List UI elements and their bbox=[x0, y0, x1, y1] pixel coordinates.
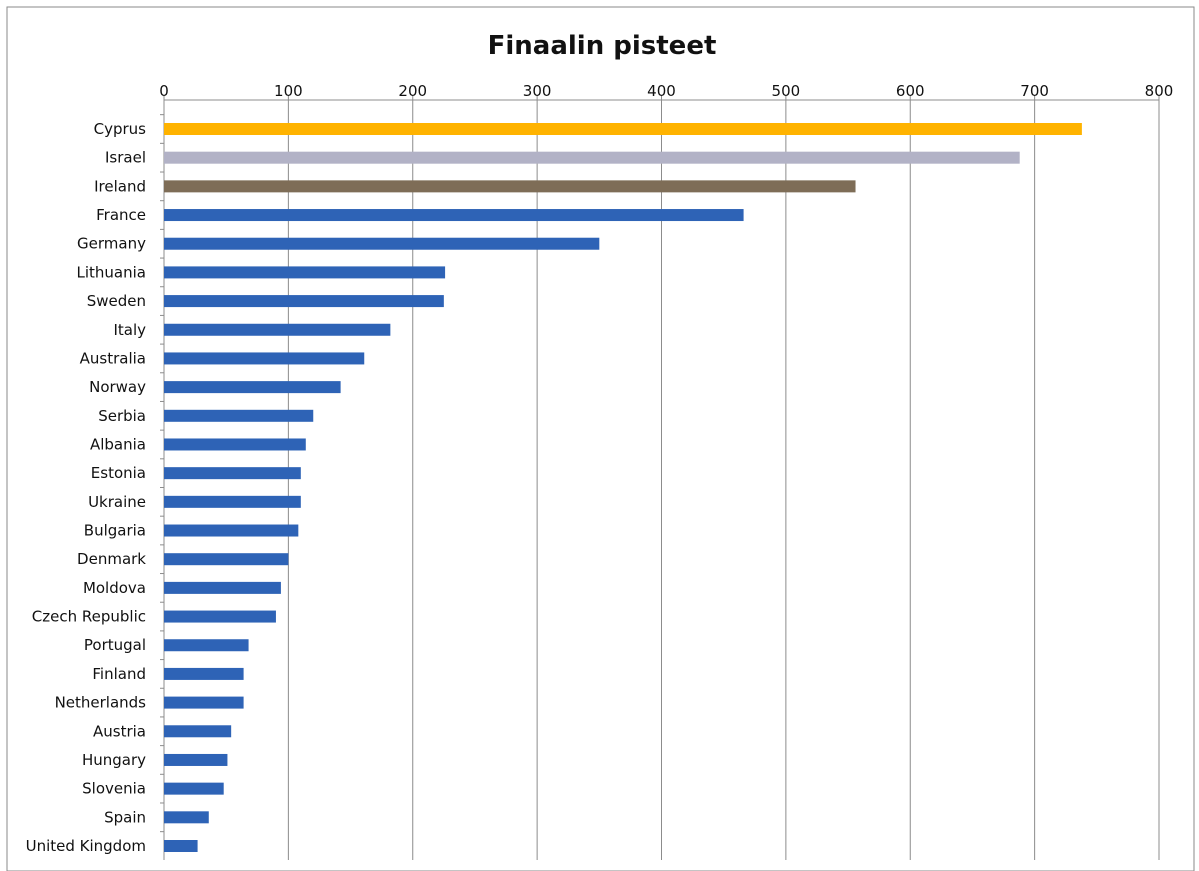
category-label: Sweden bbox=[87, 292, 146, 310]
bar-bulgaria bbox=[164, 524, 299, 537]
x-tick-label: 0 bbox=[159, 82, 169, 100]
category-label: Austria bbox=[93, 722, 146, 740]
category-label: Albania bbox=[90, 435, 146, 453]
category-labels: Cyprus Israel Ireland France Germany Lithuani… bbox=[26, 120, 147, 855]
bar-australia bbox=[164, 352, 365, 365]
bar-serbia bbox=[164, 409, 314, 422]
bar-estonia bbox=[164, 467, 301, 480]
x-tick-label: 700 bbox=[1020, 82, 1049, 100]
bar-italy bbox=[164, 323, 391, 336]
category-label: France bbox=[96, 206, 146, 224]
category-label: Spain bbox=[104, 808, 146, 826]
category-label: Ireland bbox=[94, 177, 146, 195]
category-label: Moldova bbox=[83, 579, 146, 597]
x-tick-label: 200 bbox=[398, 82, 427, 100]
bar-portugal bbox=[164, 639, 249, 652]
category-label: Finland bbox=[92, 665, 146, 683]
bar-lithuania bbox=[164, 266, 446, 279]
bar-united-kingdom bbox=[164, 840, 198, 852]
bar-czech-republic bbox=[164, 610, 276, 623]
bar-albania bbox=[164, 438, 306, 451]
category-label: Germany bbox=[77, 235, 146, 253]
bar-netherlands bbox=[164, 696, 244, 709]
bar-norway bbox=[164, 381, 341, 394]
chart-title: Finaalin pisteet bbox=[488, 31, 717, 61]
x-tick-label: 100 bbox=[274, 82, 303, 100]
category-label: Denmark bbox=[77, 550, 146, 568]
bar-france bbox=[164, 209, 744, 222]
category-label: Italy bbox=[113, 321, 146, 339]
category-label: Cyprus bbox=[94, 120, 147, 138]
x-tick-label: 800 bbox=[1145, 82, 1174, 100]
category-label: Norway bbox=[89, 378, 146, 396]
category-label: Slovenia bbox=[82, 780, 146, 798]
category-label: Netherlands bbox=[55, 694, 147, 712]
bar-austria bbox=[164, 725, 232, 738]
bar-israel bbox=[164, 151, 1020, 164]
x-axis: 0 100 200 300 400 500 600 700 800 bbox=[159, 82, 1174, 101]
bar-spain bbox=[164, 811, 209, 824]
bar-sweden bbox=[164, 295, 444, 308]
category-label: Lithuania bbox=[77, 263, 146, 281]
bar-cyprus bbox=[164, 123, 1082, 135]
bar-finland bbox=[164, 667, 244, 680]
bar-moldova bbox=[164, 581, 281, 594]
bar-hungary bbox=[164, 753, 228, 766]
bar-denmark bbox=[164, 553, 289, 566]
category-label: Portugal bbox=[84, 636, 146, 654]
bar-ukraine bbox=[164, 495, 301, 508]
x-tick-label: 500 bbox=[772, 82, 801, 100]
category-label: United Kingdom bbox=[26, 837, 146, 855]
bars bbox=[164, 123, 1082, 852]
bar-ireland bbox=[164, 180, 856, 193]
category-label: Ukraine bbox=[88, 493, 146, 511]
category-label: Australia bbox=[80, 349, 146, 367]
category-label: Hungary bbox=[82, 751, 146, 769]
category-label: Israel bbox=[105, 149, 146, 167]
category-label: Estonia bbox=[91, 464, 146, 482]
category-label: Serbia bbox=[98, 407, 146, 425]
gridlines bbox=[287, 100, 1160, 860]
category-label: Czech Republic bbox=[32, 608, 146, 626]
x-tick-label: 600 bbox=[896, 82, 925, 100]
x-tick-label: 400 bbox=[647, 82, 676, 100]
bar-germany bbox=[164, 237, 600, 250]
x-tick-label: 300 bbox=[523, 82, 552, 100]
bar-slovenia bbox=[164, 782, 224, 795]
category-label: Bulgaria bbox=[84, 522, 146, 540]
